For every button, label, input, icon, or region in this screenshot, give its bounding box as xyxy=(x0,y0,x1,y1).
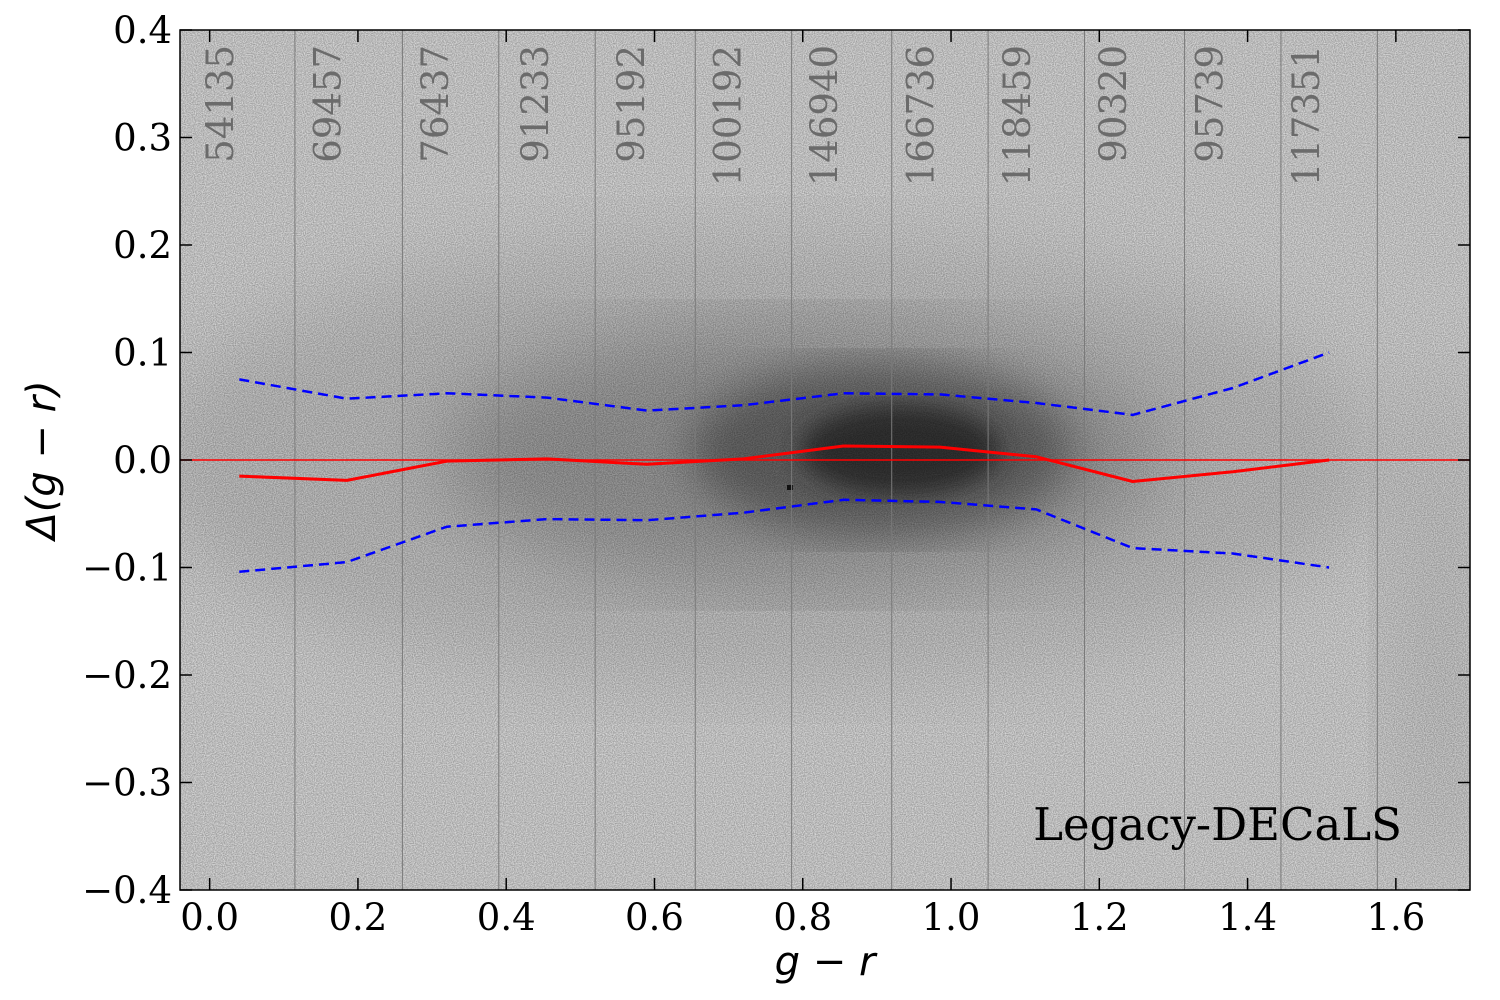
upper-bound-line xyxy=(239,351,1330,417)
y-tick-label: −0.4 xyxy=(82,869,172,912)
x-axis-ticks: 0.0 0.2 0.4 0.6 0.8 1.0 1.2 1.4 1.6 xyxy=(180,30,1425,939)
y-tick-label: 0.1 xyxy=(113,332,172,375)
x-tick-label: 0.6 xyxy=(625,896,684,939)
series-group xyxy=(239,351,1330,574)
bin-count-label: 90320 xyxy=(1092,45,1135,163)
x-tick-label: 0.2 xyxy=(329,896,388,939)
x-tick-label: 0.4 xyxy=(477,896,536,939)
bin-count-label: 54135 xyxy=(199,45,242,163)
x-axis-title: g − r xyxy=(775,939,878,985)
plot-area: 54135 69457 76437 91233 95192 100192 146940 166… xyxy=(180,30,1470,890)
x-tick-label: 1.0 xyxy=(922,896,981,939)
bin-count-label: 91233 xyxy=(514,45,557,163)
dataset-annotation: Legacy-DECaLS xyxy=(1033,798,1402,851)
x-tick-label: 1.2 xyxy=(1070,896,1129,939)
bin-count-label: 95192 xyxy=(610,45,653,163)
y-tick-label: −0.1 xyxy=(82,547,172,590)
y-tick-label: 0.2 xyxy=(113,224,172,267)
bin-count-label: 117351 xyxy=(1285,45,1328,186)
median-line xyxy=(239,444,1330,483)
bin-count-label: 69457 xyxy=(306,45,349,163)
y-axis-ticks: −0.4 −0.3 −0.2 −0.1 0.0 0.1 0.2 0.3 0.4 xyxy=(82,9,1470,912)
y-tick-label: 0.4 xyxy=(113,9,172,52)
x-tick-label: 1.6 xyxy=(1366,896,1425,939)
bin-count-label: 100192 xyxy=(707,45,750,186)
bin-count-label: 146940 xyxy=(803,45,846,186)
x-tick-label: 0.0 xyxy=(180,896,239,939)
x-tick-label: 1.4 xyxy=(1218,896,1277,939)
y-tick-label: 0.0 xyxy=(113,439,172,482)
y-axis-title: Δ(g − r) xyxy=(19,380,65,542)
bin-count-labels: 54135 69457 76437 91233 95192 100192 146940 166… xyxy=(199,45,1328,186)
bin-count-label: 95739 xyxy=(1189,45,1232,163)
y-tick-label: 0.3 xyxy=(113,117,172,160)
bin-count-label: 118459 xyxy=(996,45,1039,186)
x-tick-label: 0.8 xyxy=(773,896,832,939)
y-tick-label: −0.3 xyxy=(82,762,172,805)
bin-count-label: 76437 xyxy=(414,45,457,163)
lower-bound-line xyxy=(239,498,1330,574)
bin-count-label: 166736 xyxy=(899,45,942,186)
y-tick-label: −0.2 xyxy=(82,654,172,697)
